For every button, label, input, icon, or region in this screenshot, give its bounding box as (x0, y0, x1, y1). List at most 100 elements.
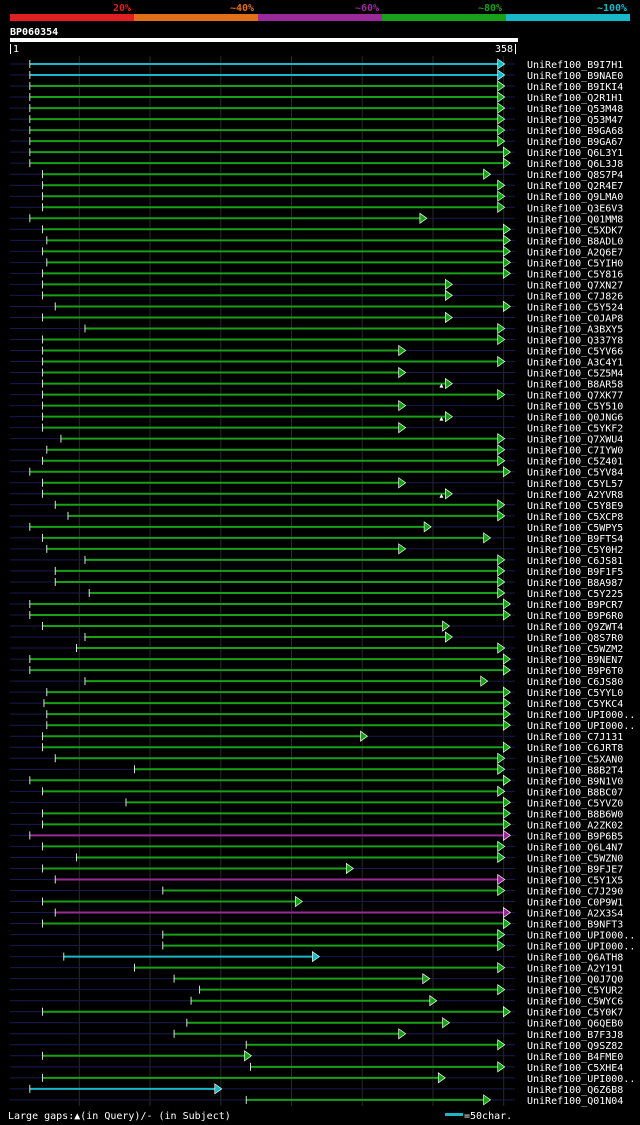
hit-label[interactable]: UniRef100_C5YVZ0 (527, 798, 623, 809)
hit-label[interactable]: UniRef100_A3BXY5 (527, 324, 623, 335)
hit-row[interactable]: UniRef100_C5YV66 (10, 344, 623, 358)
hit-row[interactable]: UniRef100_C5YV84 (10, 466, 623, 479)
hit-label[interactable]: UniRef100_B9PCR7 (527, 600, 623, 611)
hit-label[interactable]: UniRef100_C5Y8E9 (527, 501, 623, 512)
hit-label[interactable]: UniRef100_C5YKC4 (527, 699, 623, 710)
hit-row[interactable]: UniRef100_C5WZM2 (10, 642, 623, 655)
hit-row[interactable]: UniRef100_C5YUR2 (10, 983, 623, 997)
hit-row[interactable]: UniRef100_Q7XWU4 (10, 432, 623, 446)
hit-label[interactable]: UniRef100_Q337Y8 (527, 336, 623, 347)
hit-label[interactable]: UniRef100_Q8S7R0 (527, 633, 623, 644)
hit-row[interactable]: UniRef100_Q9ZWT4 (10, 620, 623, 633)
hit-row[interactable]: UniRef100_C5WPY5 (10, 521, 623, 534)
hit-row[interactable]: UniRef100_C0JAP8 (10, 311, 623, 324)
hit-row[interactable]: UniRef100_B9PCR7 (10, 598, 623, 611)
hit-label[interactable]: UniRef100_B9P6B5 (527, 831, 623, 842)
hit-label[interactable]: UniRef100_C5YL57 (527, 479, 623, 490)
hit-label[interactable]: UniRef100_UPI000.. (527, 710, 635, 721)
hit-row[interactable]: UniRef100_C5Y510 (10, 399, 623, 413)
hit-label[interactable]: UniRef100_B8BC07 (527, 787, 623, 798)
hit-row[interactable]: UniRef100_C5YL57 (10, 477, 623, 490)
hit-row[interactable]: UniRef100_C6JRT8 (10, 741, 623, 754)
hit-row[interactable]: UniRef100_C7J131 (10, 730, 623, 743)
hit-row[interactable]: UniRef100_B9P6R0 (10, 609, 623, 622)
hit-row[interactable]: UniRef100_C5Y8E9 (10, 499, 623, 512)
hit-row[interactable]: UniRef100_B9FJE7 (10, 862, 623, 875)
hit-row[interactable]: UniRef100_B9NEN7 (10, 653, 623, 666)
hit-label[interactable]: UniRef100_Q53M48 (527, 104, 623, 115)
hit-row[interactable]: UniRef100_B8B6W0 (10, 807, 623, 820)
hit-label[interactable]: UniRef100_C5Y0H2 (527, 545, 623, 556)
hit-label[interactable]: UniRef100_C5WZM2 (527, 644, 623, 655)
hit-label[interactable]: UniRef100_Q0JNG6 (527, 413, 623, 424)
hit-row[interactable]: UniRef100_C5Y0H2 (10, 543, 623, 556)
hit-label[interactable]: UniRef100_B9GA67 (527, 137, 623, 148)
hit-label[interactable]: UniRef100_B8A987 (527, 578, 623, 589)
hit-label[interactable]: UniRef100_B7F3J8 (527, 1030, 623, 1041)
hit-row[interactable]: UniRef100_C6JS80 (10, 675, 623, 688)
hit-label[interactable]: UniRef100_C5XCP8 (527, 512, 623, 523)
hit-row[interactable]: UniRef100_B7F3J8 (10, 1028, 623, 1041)
hit-row[interactable]: UniRef100_Q01MM8 (10, 212, 623, 225)
hit-label[interactable]: UniRef100_Q6L4N7 (527, 842, 623, 853)
hit-label[interactable]: UniRef100_UPI000.. (527, 721, 635, 732)
hit-row[interactable]: UniRef100_Q6L4N7 (10, 840, 623, 853)
hit-row[interactable]: UniRef100_C5Y1X5 (10, 873, 623, 886)
hit-row[interactable]: UniRef100_A2ZK02 (10, 818, 623, 831)
hit-label[interactable]: UniRef100_A3C4Y1 (527, 358, 623, 369)
hit-label[interactable]: UniRef100_UPI000.. (527, 942, 635, 953)
hit-row[interactable]: UniRef100_C7J826 (10, 289, 623, 302)
hit-label[interactable]: UniRef100_Q53M47 (527, 115, 623, 126)
hit-row[interactable]: UniRef100_Q2R1H1 (10, 91, 623, 104)
hit-row[interactable]: UniRef100_C5YIH0 (10, 256, 623, 269)
hit-label[interactable]: UniRef100_B9P6R0 (527, 611, 623, 622)
hit-row[interactable]: UniRef100_C6JS81 (10, 554, 623, 567)
hit-label[interactable]: UniRef100_Q7XWU4 (527, 435, 623, 446)
hit-row[interactable]: UniRef100_B8AR58 (10, 377, 623, 391)
hit-row[interactable]: UniRef100_Q9SZ82 (10, 1039, 623, 1052)
hit-label[interactable]: UniRef100_Q9LMA0 (527, 192, 623, 203)
hit-row[interactable]: UniRef100_Q6ATH8 (10, 950, 623, 964)
hit-row[interactable]: UniRef100_C5YKF2 (10, 421, 623, 435)
hit-row[interactable]: UniRef100_C5Z5M4 (10, 366, 623, 380)
hit-label[interactable]: UniRef100_A2Q6E7 (527, 247, 623, 258)
hit-row[interactable]: UniRef100_UPI000.. (10, 719, 635, 732)
hit-row[interactable]: UniRef100_C5YKC4 (10, 697, 623, 710)
hit-label[interactable]: UniRef100_Q0J7Q0 (527, 975, 623, 986)
hit-row[interactable]: UniRef100_C5XAN0 (10, 752, 623, 765)
hit-row[interactable]: UniRef100_Q6L3Y1 (10, 146, 623, 159)
hit-label[interactable]: UniRef100_C5Y1X5 (527, 875, 623, 886)
hit-row[interactable]: UniRef100_C5XDK7 (10, 223, 623, 236)
hit-label[interactable]: UniRef100_C5Y510 (527, 402, 623, 413)
hit-row[interactable]: UniRef100_Q7XN27 (10, 278, 623, 291)
hit-row[interactable]: UniRef100_C5Y524 (10, 300, 623, 313)
hit-row[interactable]: UniRef100_Q9LMA0 (10, 190, 623, 203)
hit-label[interactable]: UniRef100_B8B2T4 (527, 765, 623, 776)
hit-row[interactable]: UniRef100_Q0JNG6 (10, 410, 623, 424)
hit-label[interactable]: UniRef100_B9NAE0 (527, 71, 623, 82)
hit-row[interactable]: UniRef100_A2X3S4 (10, 906, 623, 920)
hit-label[interactable]: UniRef100_UPI000.. (527, 1074, 635, 1085)
hit-label[interactable]: UniRef100_C5YUR2 (527, 986, 623, 997)
hit-label[interactable]: UniRef100_Q6Z6B8 (527, 1085, 623, 1096)
hit-row[interactable]: UniRef100_B8B2T4 (10, 763, 623, 776)
hit-row[interactable]: UniRef100_Q6QEB0 (10, 1017, 623, 1030)
hit-label[interactable]: UniRef100_Q7XN27 (527, 280, 623, 291)
hit-label[interactable]: UniRef100_C5YYL0 (527, 688, 623, 699)
hit-label[interactable]: UniRef100_C5Z5M4 (527, 369, 623, 380)
hit-row[interactable]: UniRef100_Q53M48 (10, 102, 623, 115)
hit-label[interactable]: UniRef100_C5WPY5 (527, 523, 623, 534)
hit-label[interactable]: UniRef100_Q6ATH8 (527, 953, 623, 964)
hit-row[interactable]: UniRef100_A2Y191 (10, 961, 623, 975)
hit-label[interactable]: UniRef100_A2YVR8 (527, 490, 623, 501)
hit-label[interactable]: UniRef100_C5XHE4 (527, 1063, 623, 1074)
hit-label[interactable]: UniRef100_B8AR58 (527, 380, 623, 391)
hit-label[interactable]: UniRef100_A2Y191 (527, 964, 623, 975)
hit-row[interactable]: UniRef100_C5XCP8 (10, 510, 623, 523)
hit-label[interactable]: UniRef100_C5Y524 (527, 302, 623, 313)
hit-row[interactable]: UniRef100_C7IYW0 (10, 444, 623, 457)
hit-label[interactable]: UniRef100_C5YV84 (527, 468, 623, 479)
hit-row[interactable]: UniRef100_B9FTS4 (10, 532, 623, 545)
hit-row[interactable]: UniRef100_Q337Y8 (10, 333, 623, 347)
hit-row[interactable]: UniRef100_Q01N04 (10, 1094, 623, 1107)
